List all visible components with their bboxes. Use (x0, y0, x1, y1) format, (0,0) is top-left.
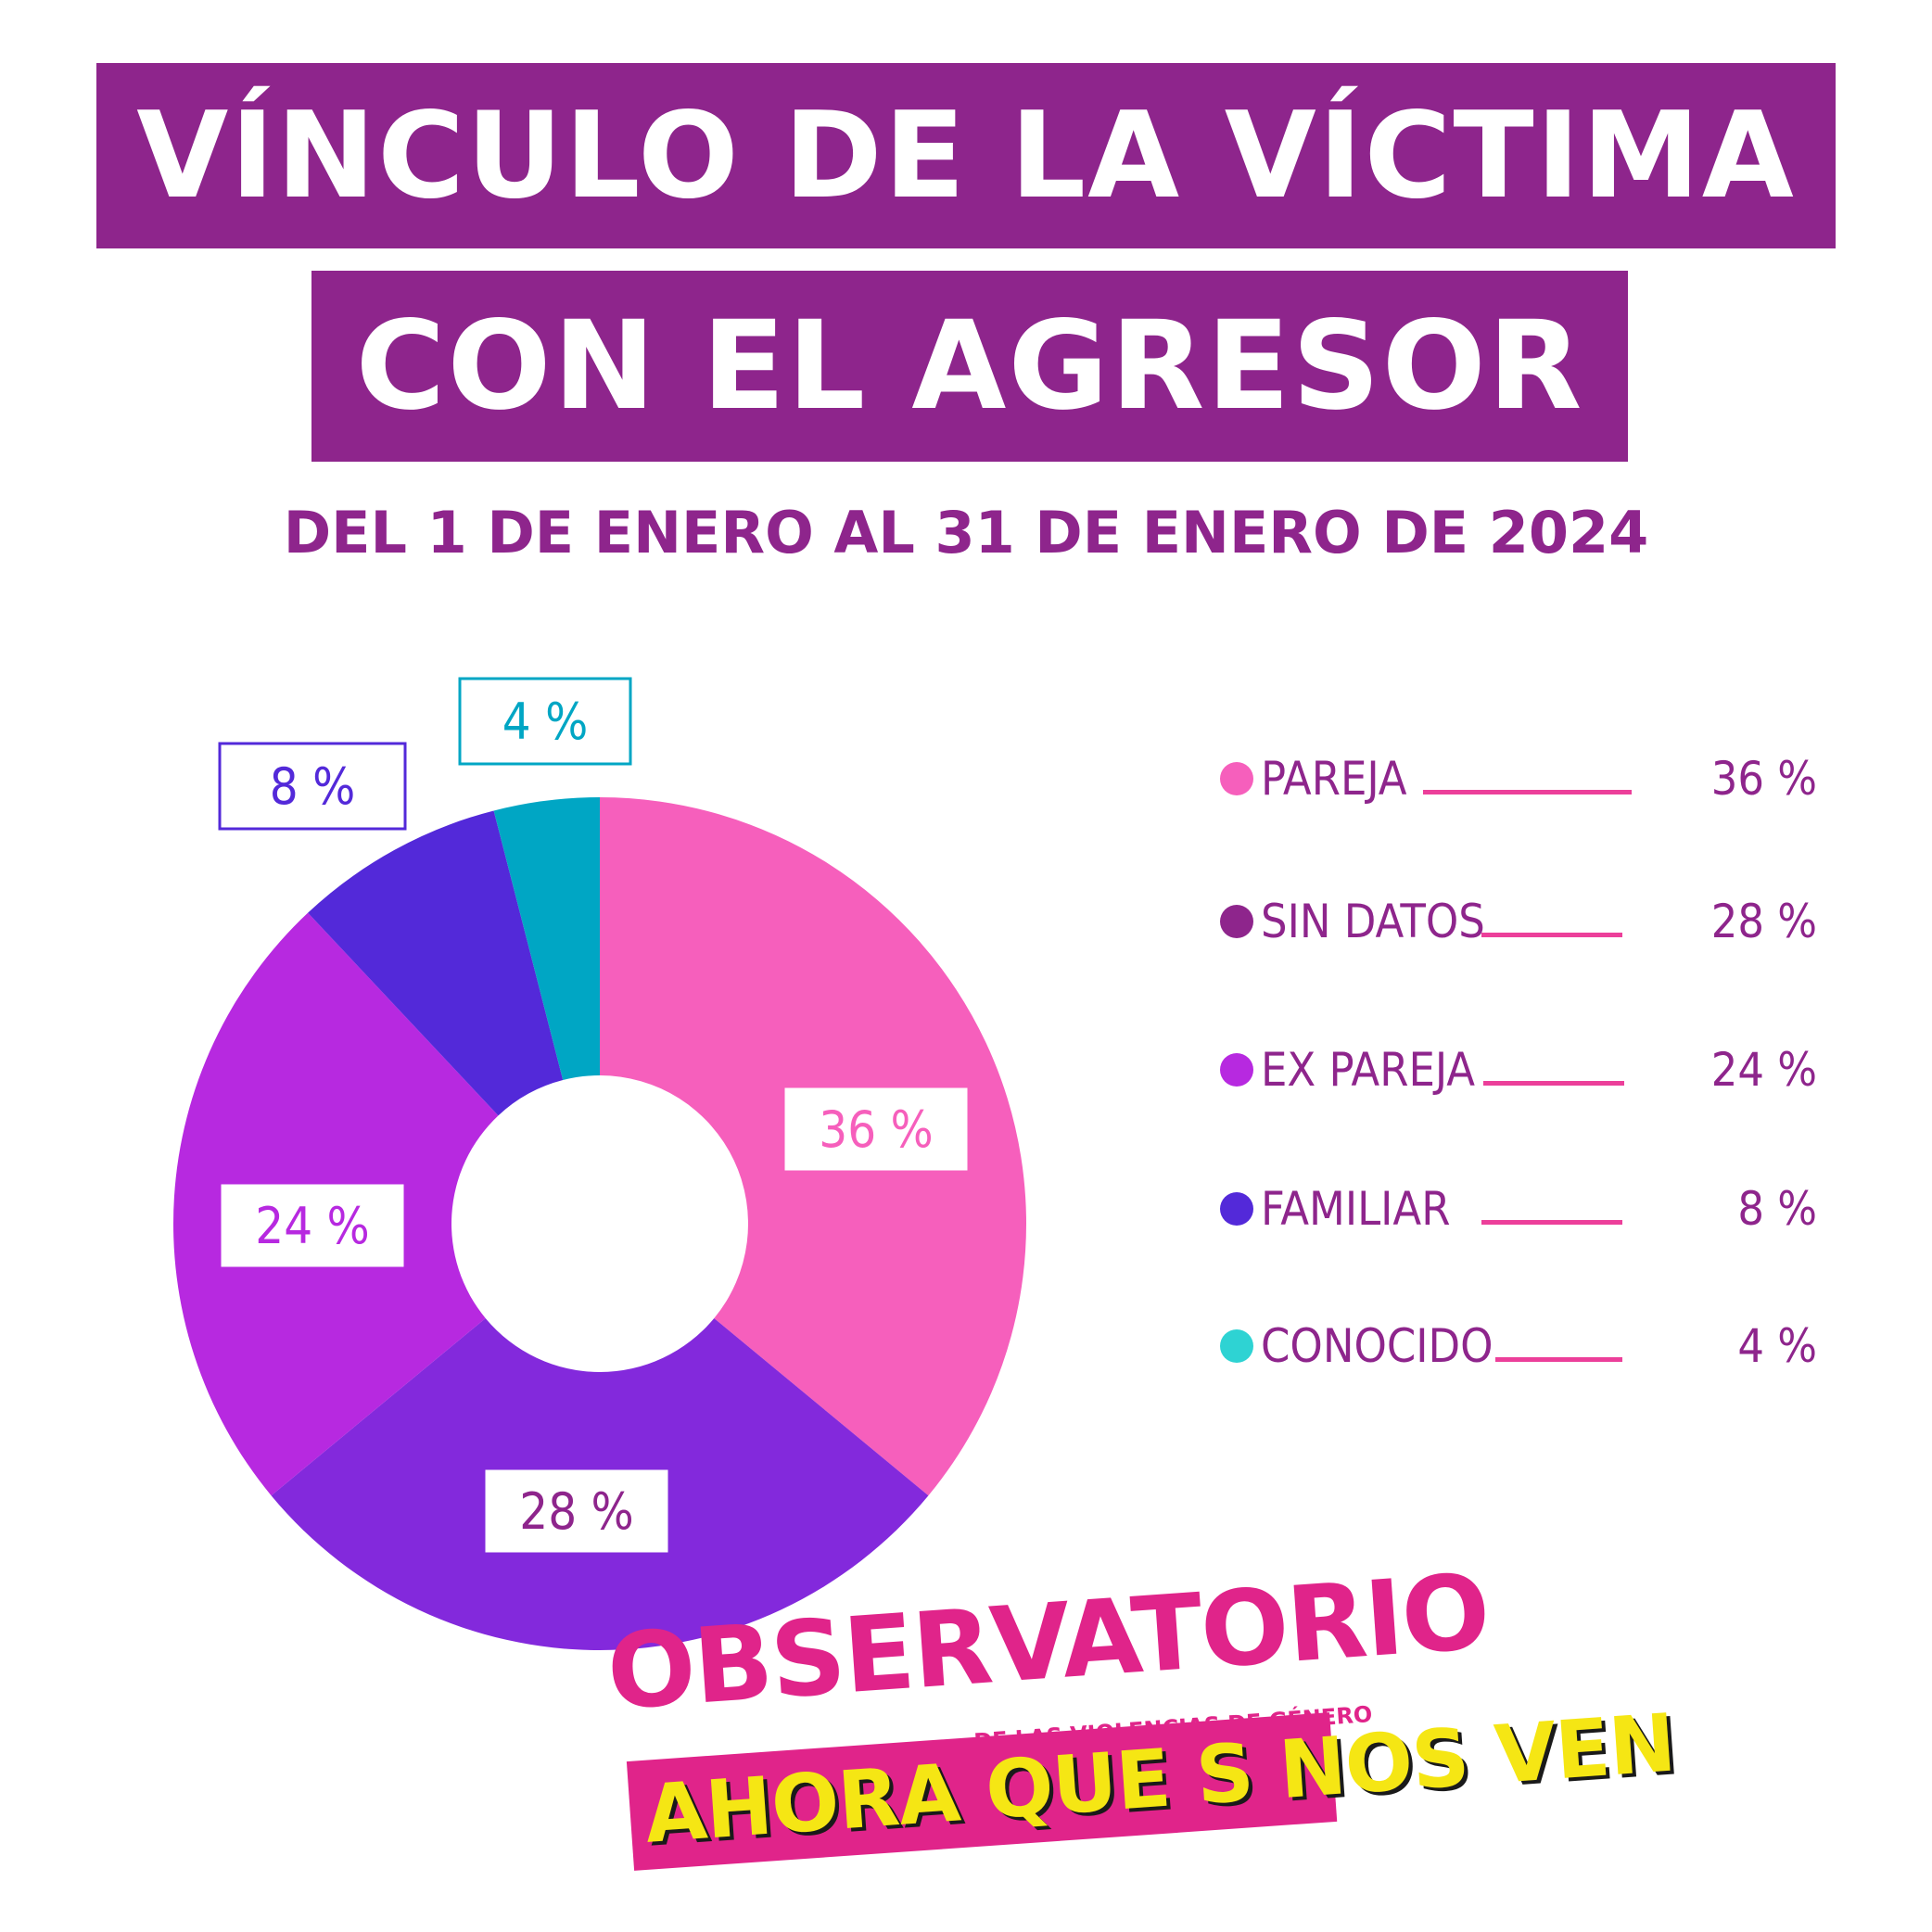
legend-label: SIN DATOS (1261, 895, 1485, 948)
data-label-text: 24 % (255, 1197, 369, 1255)
title-banner-line-2: CON EL AGRESOR (311, 271, 1628, 462)
legend-value: 24 % (1710, 1043, 1817, 1097)
data-label-box (482, 1467, 671, 1556)
observatorio-logo: OBSERVATORIO DE LAS VIOLENCIAS DE GÉNERO… (604, 1552, 1678, 1910)
date-range-subtitle: DEL 1 DE ENERO AL 31 DE ENERO DE 2024 (283, 499, 1649, 566)
legend-dot-icon (1220, 1329, 1253, 1363)
slice-familiar (308, 810, 564, 1116)
legend-connector-line (1481, 933, 1622, 937)
legend-item-sin-datos: SIN DATOS 28 % (1205, 884, 1854, 959)
legend-connector-line (1481, 1220, 1622, 1225)
data-label-text: 28 % (519, 1482, 633, 1541)
legend-label: EX PAREJA (1261, 1043, 1476, 1097)
legend-value: 8 % (1737, 1182, 1817, 1236)
legend-connector-line (1483, 1081, 1624, 1086)
data-label-text: 36 % (819, 1100, 933, 1159)
legend-dot-icon (1220, 762, 1253, 795)
legend-value: 4 % (1737, 1319, 1817, 1373)
data-label-box (458, 677, 632, 766)
legend-dot-icon (1220, 905, 1253, 938)
title-banner-line-1: VÍNCULO DE LA VÍCTIMA (96, 63, 1836, 248)
legend-connector-line (1423, 790, 1632, 794)
data-label-pareja: 36 % (782, 1085, 971, 1174)
legend-dot-icon (1220, 1053, 1253, 1087)
data-label-box (782, 1085, 971, 1174)
slice-conocido (493, 797, 600, 1081)
legend-connector-line (1495, 1357, 1622, 1362)
legend-item-pareja: PAREJA 36 % (1205, 742, 1854, 816)
data-label-familiar: 8 % (218, 742, 407, 831)
legend-value: 36 % (1710, 752, 1817, 806)
data-label-box (218, 1181, 407, 1270)
legend-item-ex-pareja: EX PAREJA 24 % (1205, 1033, 1854, 1107)
legend-dot-icon (1220, 1192, 1253, 1226)
data-label-sin-datos: 28 % (482, 1467, 671, 1556)
data-label-text: 8 % (270, 757, 356, 816)
title-line-1: VÍNCULO DE LA VÍCTIMA (136, 86, 1796, 225)
data-label-text: 4 % (502, 693, 589, 751)
title-line-2: CON EL AGRESOR (355, 295, 1584, 438)
data-label-ex-pareja: 24 % (218, 1181, 407, 1270)
legend-label: CONOCIDO (1261, 1319, 1493, 1373)
legend-label: FAMILIAR (1261, 1182, 1451, 1236)
legend-item-familiar: FAMILIAR 8 % (1205, 1172, 1854, 1246)
legend-label: PAREJA (1261, 752, 1407, 806)
data-label-box (218, 742, 407, 831)
data-label-conocido: 4 % (458, 677, 632, 766)
legend-value: 28 % (1710, 895, 1817, 948)
legend-item-conocido: CONOCIDO 4 % (1205, 1309, 1854, 1383)
